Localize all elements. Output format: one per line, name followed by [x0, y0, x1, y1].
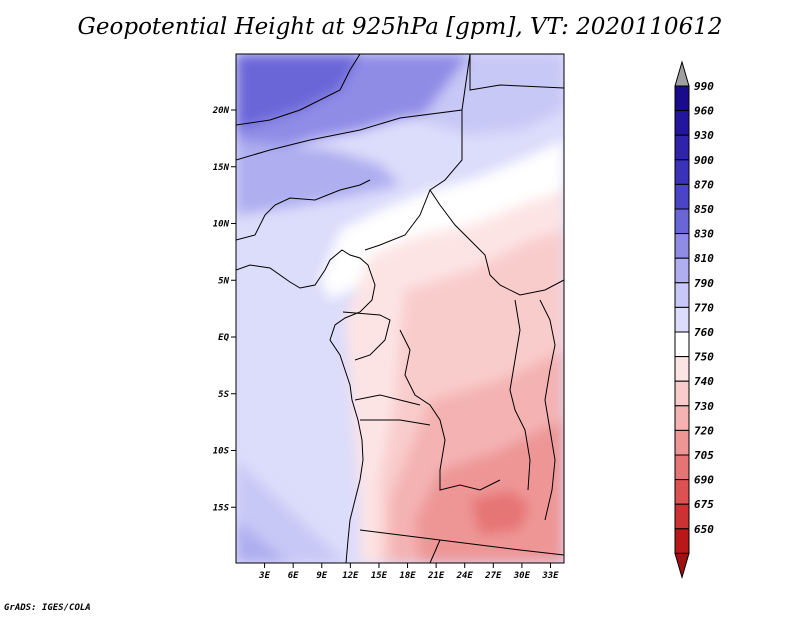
lon-tick-label: 12E: [342, 571, 359, 581]
colorbar-label: 810: [694, 252, 714, 265]
colorbar-swatch: [674, 282, 690, 308]
latitude-axis: 20N 15N 10N 5N EQ 5S 10S 15S: [212, 106, 236, 513]
lat-tick-label: 5S: [218, 390, 229, 400]
colorbar-label: 690: [694, 474, 714, 487]
lat-tick-label: 15N: [213, 163, 230, 173]
colorbar-label: 650: [694, 523, 714, 536]
colorbar-swatch: [674, 85, 690, 112]
lon-tick-label: 27E: [484, 571, 502, 581]
colorbar-bottom-arrow: [674, 552, 690, 580]
colorbar-label: 675: [694, 498, 714, 511]
colorbar-swatch: [674, 331, 690, 358]
colorbar-label: 870: [694, 178, 714, 191]
colorbar-swatch: [674, 208, 690, 235]
colorbar-swatch: [674, 306, 690, 333]
colorbar-label: 790: [694, 277, 714, 290]
colorbar-label: 760: [694, 326, 714, 339]
colorbar-swatch: [674, 159, 690, 185]
lat-tick-label: 5N: [218, 276, 229, 286]
colorbar-swatch: [674, 479, 690, 505]
colorbar-top-arrow: [674, 60, 690, 87]
colorbar-swatch: [674, 257, 690, 284]
colorbar: 990 960 930 900 870 850 830 810 790 770 760 750 740 7…: [674, 60, 714, 580]
lon-tick-label: 3E: [258, 571, 270, 581]
colorbar-label: 770: [694, 301, 714, 314]
colorbar-swatch: [674, 356, 690, 382]
lat-tick-label: 10S: [213, 447, 230, 457]
colorbar-swatch: [674, 380, 690, 407]
colorbar-swatch: [674, 110, 690, 136]
colorbar-label: 850: [694, 203, 714, 216]
map-title: Geopotential Height at 925hPa [gpm], VT:…: [77, 14, 723, 40]
colorbar-label: 740: [694, 375, 714, 388]
lon-tick-label: 6E: [288, 571, 299, 581]
colorbar-swatch: [674, 503, 690, 530]
colorbar-label: 730: [694, 400, 714, 413]
colorbar-label: 900: [694, 154, 714, 167]
colorbar-swatch: [674, 405, 690, 431]
colorbar-label: 830: [694, 228, 714, 241]
lon-tick-label: 21E: [427, 571, 445, 581]
coastlines-and-borders: [236, 54, 564, 563]
colorbar-swatch: [674, 233, 690, 259]
colorbar-label: 990: [694, 80, 714, 93]
longitude-axis: 3E 6E 9E 12E 15E 18E 21E 24E 27E 30E 33E: [258, 563, 559, 581]
colorbar-swatch: [674, 454, 690, 481]
software-credit: GrADS: IGES/COLA: [4, 603, 91, 613]
lon-tick-label: 24E: [456, 571, 474, 581]
shaded-field: [236, 54, 564, 563]
lon-tick-label: 33E: [541, 571, 559, 581]
colorbar-label: 720: [694, 424, 714, 437]
colorbar-label: 750: [694, 351, 714, 364]
map-frame: [235, 53, 565, 564]
lon-tick-label: 18E: [399, 571, 416, 581]
colorbar-swatch: [674, 528, 690, 554]
lat-tick-label: EQ: [218, 333, 229, 343]
lat-tick-label: 15S: [213, 503, 230, 513]
lon-tick-label: 30E: [513, 571, 531, 581]
colorbar-swatch: [674, 183, 690, 210]
lon-tick-label: 9E: [316, 571, 327, 581]
colorbar-label: 705: [694, 449, 714, 462]
colorbar-label: 960: [694, 105, 714, 118]
lat-tick-label: 10N: [213, 220, 230, 230]
colorbar-swatch: [674, 134, 690, 161]
colorbar-swatch: [674, 429, 690, 456]
lat-tick-label: 20N: [212, 106, 230, 116]
lon-tick-label: 15E: [371, 571, 388, 581]
colorbar-label: 930: [694, 129, 714, 142]
